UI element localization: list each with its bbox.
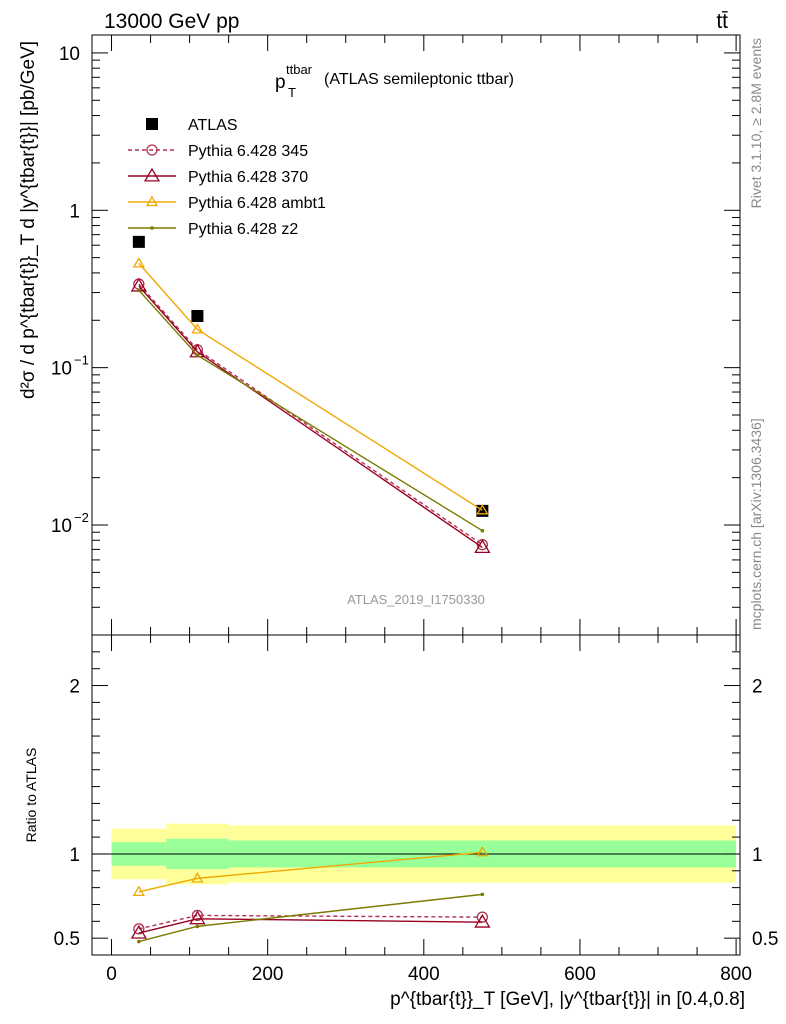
series-p370 <box>130 277 491 554</box>
series-z2 <box>137 288 485 533</box>
ratio-y-label: Ratio to ATLAS <box>23 748 39 843</box>
ratio-line-ambt1 <box>138 851 483 893</box>
ratio-y-tick-label: 0.5 <box>54 929 80 950</box>
plot-title-main: p <box>275 72 286 93</box>
x-tick-label: 0 <box>106 964 117 985</box>
plot-title-rest: (ATLAS semileptonic ttbar) <box>324 71 514 88</box>
point-ambt1 <box>132 885 145 896</box>
point-z2 <box>480 892 485 897</box>
point-p370 <box>189 910 206 925</box>
y-tick-label-exp: −2 <box>74 510 89 525</box>
point-p370 <box>474 913 491 928</box>
data-point-atlas <box>132 235 145 248</box>
point-p345 <box>133 923 145 935</box>
ratio-y-tick-label-right: 2 <box>752 677 763 698</box>
ratio-series-ambt1 <box>132 845 489 896</box>
plot-title: p ttbar T (ATLAS semileptonic ttbar) <box>275 62 514 100</box>
point-z2 <box>195 924 200 929</box>
legend-item: Pythia 6.428 ambt1 <box>128 195 326 212</box>
ratio-plot-frame <box>91 634 741 956</box>
side-text-top: Rivet 3.1.10, ≥ 2.8M events <box>748 38 764 208</box>
ratio-series-z2 <box>137 892 485 944</box>
y-tick-label: 10 <box>51 516 72 537</box>
point-p370 <box>130 924 147 939</box>
point-ambt1 <box>476 504 489 515</box>
legend-label: Pythia 6.428 z2 <box>188 221 298 238</box>
plot-title-sub: T <box>288 85 296 100</box>
point-ambt1 <box>476 845 489 857</box>
y-tick-label: 10 <box>59 44 80 65</box>
y-tick-label: 10 <box>51 359 72 380</box>
data-point-atlas <box>146 118 158 130</box>
series-ambt1 <box>132 257 489 515</box>
ratio-plot-area <box>92 823 740 944</box>
legend-label: Pythia 6.428 ambt1 <box>188 195 326 212</box>
header-left: 13000 GeV pp <box>104 10 239 33</box>
ratio-y-tick-label-right: 1 <box>752 845 763 866</box>
legend: ATLAS Pythia 6.428 345 Pythia 6.428 370 Pyt… <box>128 117 326 238</box>
x-axis-label: p^{tbar{t}}_T [GeV], |y^{tbar{t}}| in [0… <box>390 989 745 1010</box>
series-line-p345 <box>138 283 483 546</box>
series-line-p370 <box>138 285 483 549</box>
x-tick-label: 200 <box>252 964 284 985</box>
legend-item: ATLAS <box>146 117 238 134</box>
x-tick-label: 400 <box>408 964 440 985</box>
point-ambt1 <box>145 195 159 207</box>
legend-item: Pythia 6.428 370 <box>128 167 308 186</box>
point-z2 <box>137 939 141 944</box>
legend-label: Pythia 6.428 345 <box>188 143 308 160</box>
legend-label: Pythia 6.428 370 <box>188 169 308 186</box>
x-tick-label: 600 <box>564 964 596 985</box>
data-point-atlas <box>476 504 489 517</box>
legend-item: Pythia 6.428 z2 <box>128 221 298 238</box>
y-tick-label: 1 <box>69 201 80 222</box>
legend-label: ATLAS <box>188 117 238 134</box>
point-p370 <box>143 167 161 182</box>
series-line-z2 <box>138 289 483 532</box>
point-ambt1 <box>191 323 204 334</box>
side-text-bottom: mcplots.cern.ch [arXiv:1306.3436] <box>748 418 764 630</box>
point-p345 <box>146 144 158 156</box>
ratio-y-tick-label-right: 0.5 <box>752 929 778 950</box>
ratio-line-z2 <box>138 893 483 943</box>
watermark: ATLAS_2019_I1750330 <box>347 592 485 607</box>
point-ambt1 <box>132 257 145 268</box>
y-tick-label-exp: −1 <box>74 353 89 368</box>
x-tick-label: 800 <box>720 964 752 985</box>
series-line-ambt1 <box>138 262 483 511</box>
series-data <box>132 235 489 517</box>
header-right: tt̄ <box>716 10 728 33</box>
series-p345 <box>133 278 489 551</box>
plot-title-sup: ttbar <box>286 62 313 77</box>
point-z2 <box>195 353 200 357</box>
ratio-y-tick-label: 2 <box>69 677 80 698</box>
point-z2 <box>150 226 154 230</box>
point-z2 <box>480 528 485 533</box>
point-ambt1 <box>191 872 204 883</box>
ratio-line-p370 <box>138 918 483 934</box>
point-p370 <box>474 539 491 554</box>
legend-item: Pythia 6.428 345 <box>128 143 308 160</box>
main-plot-area <box>130 235 491 554</box>
ratio-y-tick-label: 1 <box>69 845 80 866</box>
ratio-series-p370 <box>130 910 491 939</box>
y-axis-label: d²σ / d p^{tbar{t}}_T d |y^{tbar{t}}| [p… <box>18 41 39 399</box>
point-p345 <box>191 909 204 922</box>
data-point-atlas <box>191 309 204 322</box>
point-z2 <box>137 288 141 293</box>
